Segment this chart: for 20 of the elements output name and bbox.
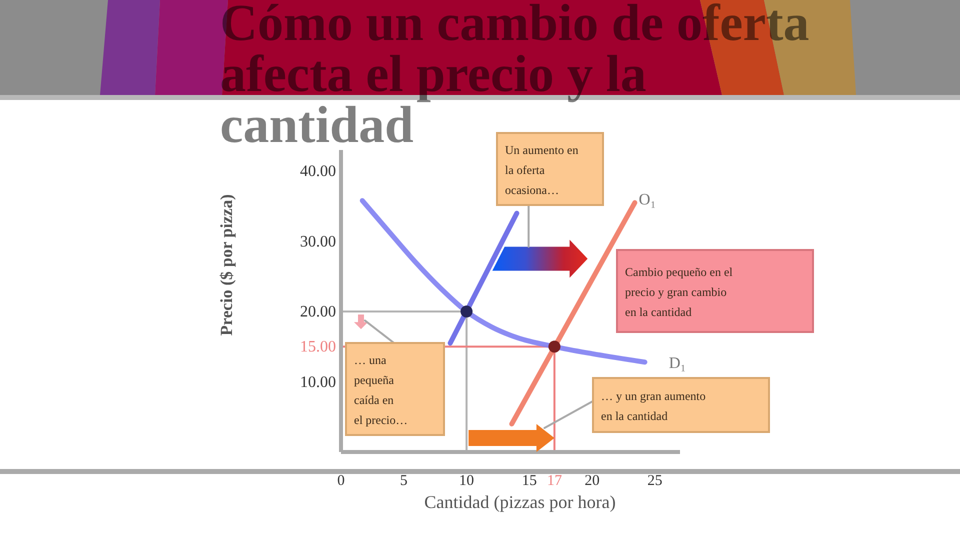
x-axis-title: Cantidad (pizzas por hora)	[424, 492, 616, 512]
y-tick-label: 40.00	[300, 163, 336, 180]
x-tick-label: 5	[400, 473, 408, 489]
y-axis-title: Precio ($ por pizza)	[217, 194, 236, 336]
x-tick-label: 20	[584, 473, 600, 489]
x-tick-label: 15	[522, 473, 537, 489]
y-tick-label: 10.00	[300, 374, 336, 391]
x-tick-label: 0	[337, 473, 345, 489]
annotation: … y un gran aumento en la cantidad	[601, 389, 706, 423]
annotation: … una pequeña caída en el precio…	[354, 353, 408, 427]
annotation: Cambio pequeño en el precio y gran cambio en la cantidad	[625, 265, 734, 319]
x-tick-label: 10	[459, 473, 474, 489]
series-label: O₁	[638, 192, 656, 209]
y-tick-label: 20.00	[300, 304, 336, 321]
y-tick-label: 30.00	[300, 233, 336, 250]
ref-line-label: 15.00	[300, 338, 336, 356]
ref-line-label: 17	[546, 473, 562, 489]
series-label: D₁	[668, 355, 686, 372]
annotation: Un aumento en la oferta ocasiona…	[505, 143, 578, 197]
x-tick-label: 25	[647, 473, 662, 489]
